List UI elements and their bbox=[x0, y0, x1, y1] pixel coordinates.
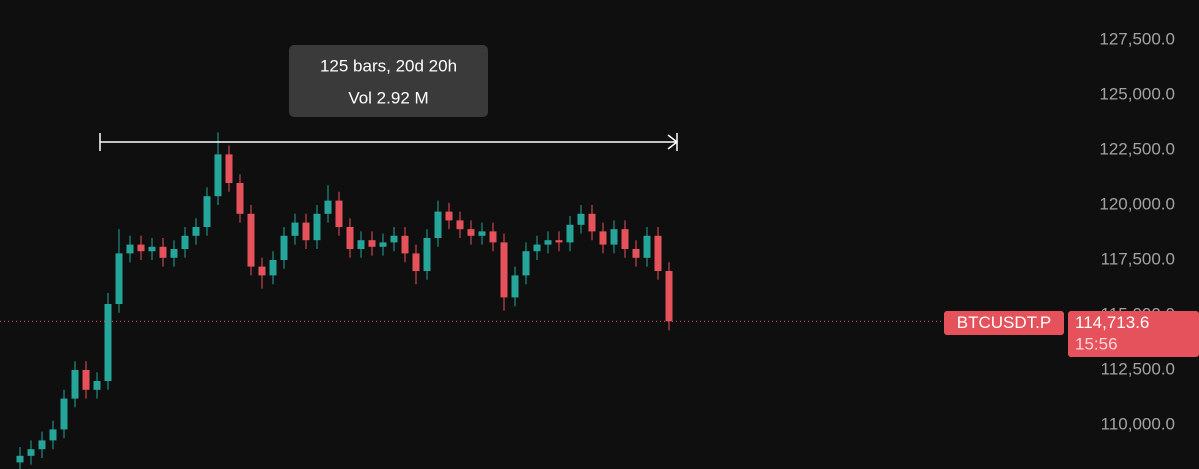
candle-body bbox=[291, 222, 299, 236]
candle-body bbox=[27, 449, 35, 456]
candle-body bbox=[544, 240, 552, 245]
candle-body bbox=[313, 213, 321, 241]
y-tick-label: 120,000.0 bbox=[1099, 194, 1175, 213]
candle-body bbox=[456, 220, 464, 230]
y-tick-label: 112,500.0 bbox=[1101, 359, 1175, 378]
candle-body bbox=[181, 235, 189, 249]
candle-body bbox=[401, 235, 409, 254]
measure-text: Vol 2.92 M bbox=[348, 88, 428, 107]
candle-body bbox=[632, 248, 640, 258]
candle-body bbox=[269, 259, 277, 276]
candle-body bbox=[489, 231, 497, 243]
candle-body bbox=[60, 398, 68, 430]
y-tick-label: 122,500.0 bbox=[1099, 139, 1175, 158]
candle-body bbox=[654, 235, 662, 271]
candle-body bbox=[159, 246, 167, 258]
candle-body bbox=[599, 231, 607, 245]
countdown-label: 15:56 bbox=[1075, 334, 1118, 353]
measure-box bbox=[289, 45, 488, 117]
candle-body bbox=[346, 226, 354, 249]
candle-body bbox=[148, 246, 156, 252]
candle-body bbox=[324, 200, 332, 214]
candle-body bbox=[170, 248, 178, 258]
candle-body bbox=[500, 242, 508, 298]
candle-body bbox=[665, 270, 673, 322]
measure-arrow bbox=[667, 134, 679, 150]
candle-body bbox=[280, 235, 288, 260]
candle-body bbox=[82, 369, 90, 390]
candle-body bbox=[643, 235, 651, 258]
price-label: 114,713.6 bbox=[1075, 313, 1149, 332]
candle-body bbox=[137, 244, 145, 252]
symbol-label: BTCUSDT.P bbox=[957, 313, 1051, 332]
symbol-box bbox=[944, 311, 1064, 335]
candle-body bbox=[577, 213, 585, 225]
candle-body bbox=[16, 455, 24, 463]
candle-body bbox=[412, 253, 420, 271]
candle-body bbox=[445, 211, 453, 221]
candle-body bbox=[93, 380, 101, 390]
candle-body bbox=[236, 182, 244, 214]
candle-body bbox=[115, 253, 123, 304]
candle-body bbox=[610, 229, 618, 245]
candle-body bbox=[104, 303, 112, 381]
candle-body bbox=[247, 213, 255, 267]
candle-body bbox=[225, 154, 233, 183]
candle-body bbox=[621, 229, 629, 249]
y-tick-label: 125,000.0 bbox=[1099, 84, 1175, 103]
y-tick-label: 127,500.0 bbox=[1099, 29, 1175, 48]
candle-body bbox=[214, 154, 222, 197]
candle-body bbox=[467, 229, 475, 236]
price-box bbox=[1068, 311, 1199, 357]
candle-body bbox=[71, 369, 79, 399]
candle-body bbox=[511, 275, 519, 298]
candle-body bbox=[566, 224, 574, 243]
candle-body bbox=[423, 237, 431, 271]
candle-body bbox=[390, 235, 398, 243]
candle-body bbox=[522, 251, 530, 276]
candle-body bbox=[203, 196, 211, 227]
candle-body bbox=[434, 211, 442, 238]
candle-body bbox=[555, 240, 563, 243]
candle-body bbox=[533, 244, 541, 252]
candle-body bbox=[379, 242, 387, 247]
candle-body bbox=[49, 429, 57, 441]
candle-body bbox=[192, 226, 200, 236]
measure-text: 125 bars, 20d 20h bbox=[320, 56, 457, 75]
candle-body bbox=[335, 200, 343, 227]
y-tick-label: 110,000.0 bbox=[1101, 414, 1175, 433]
candle-body bbox=[357, 240, 365, 249]
candle-body bbox=[478, 231, 486, 236]
candle-body bbox=[368, 240, 376, 247]
candle-body bbox=[38, 440, 46, 450]
candle-body bbox=[588, 213, 596, 232]
y-tick-label: 117,500.0 bbox=[1101, 249, 1175, 268]
candle-body bbox=[258, 266, 266, 276]
candle-body bbox=[126, 244, 134, 254]
candle-body bbox=[302, 222, 310, 241]
